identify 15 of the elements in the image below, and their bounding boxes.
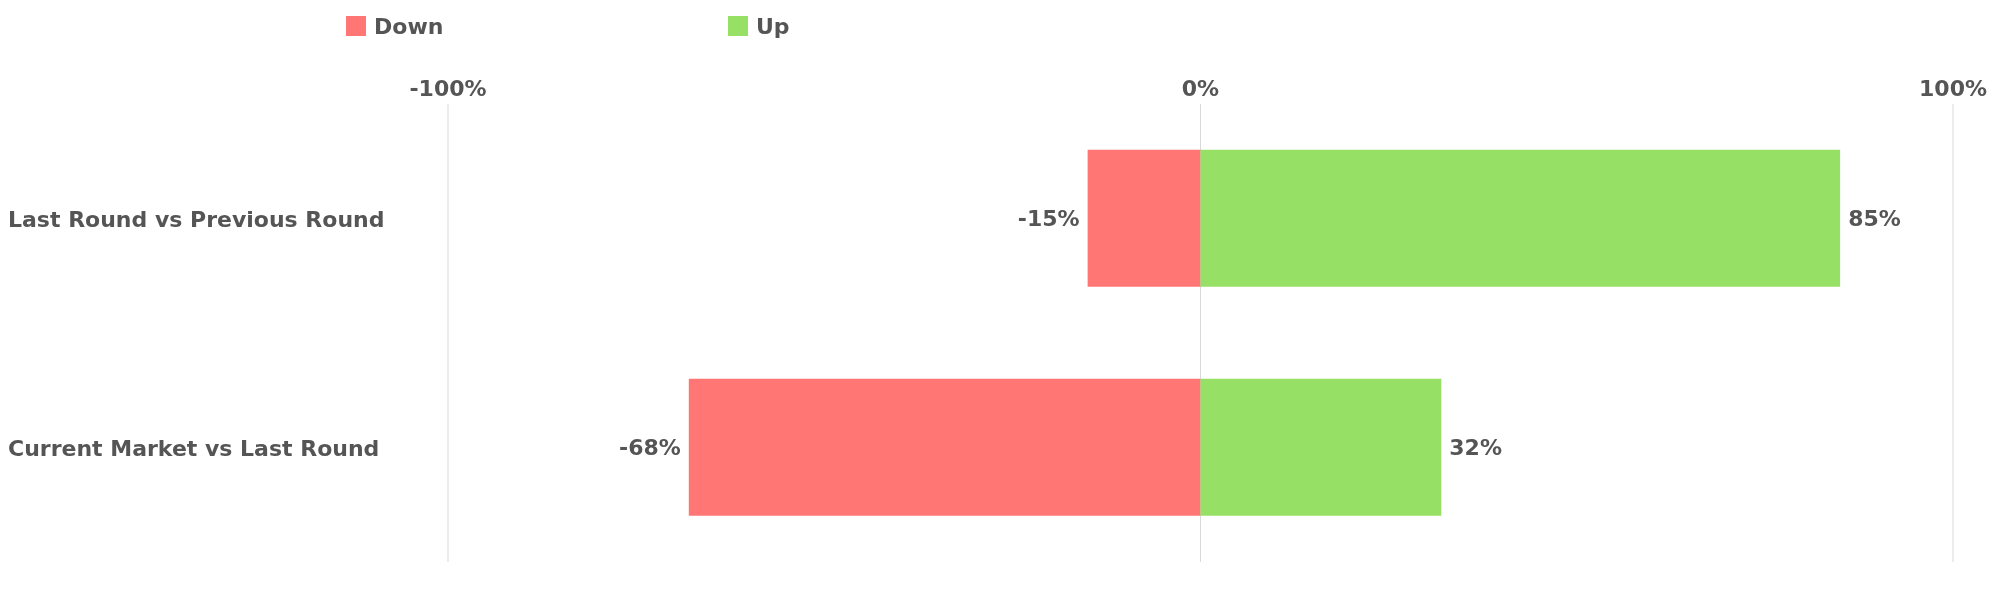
bar (1200, 149, 1841, 287)
data-label: -68% (619, 435, 681, 461)
data-label: 32% (1449, 435, 1502, 461)
x-tick-label: 100% (1919, 76, 1987, 101)
bar (1087, 149, 1201, 287)
x-tick-label: 0% (1181, 76, 1220, 101)
data-label: 85% (1848, 206, 1901, 232)
bar (1200, 378, 1442, 516)
data-label: -15% (1017, 206, 1080, 232)
legend-label: Down (374, 13, 444, 39)
legend-label: Up (756, 13, 790, 39)
bar (688, 378, 1201, 516)
y-tick-label: Current Market vs Last Round (8, 435, 380, 461)
x-tick-label: -100% (409, 76, 487, 101)
y-tick-label: Last Round vs Previous Round (8, 206, 385, 232)
